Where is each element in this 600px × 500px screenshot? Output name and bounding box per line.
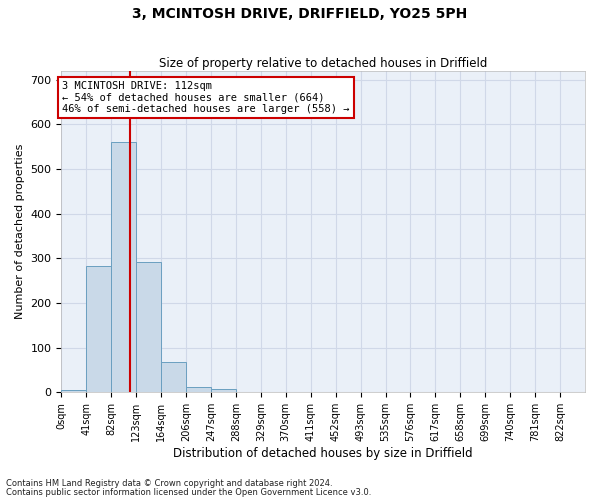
- Text: 3 MCINTOSH DRIVE: 112sqm
← 54% of detached houses are smaller (664)
46% of semi-: 3 MCINTOSH DRIVE: 112sqm ← 54% of detach…: [62, 81, 350, 114]
- Text: 3, MCINTOSH DRIVE, DRIFFIELD, YO25 5PH: 3, MCINTOSH DRIVE, DRIFFIELD, YO25 5PH: [133, 8, 467, 22]
- Bar: [61, 390, 86, 392]
- X-axis label: Distribution of detached houses by size in Driffield: Distribution of detached houses by size …: [173, 447, 473, 460]
- Y-axis label: Number of detached properties: Number of detached properties: [15, 144, 25, 319]
- Bar: [136, 262, 161, 392]
- Bar: [111, 142, 136, 393]
- Text: Contains public sector information licensed under the Open Government Licence v3: Contains public sector information licen…: [6, 488, 371, 497]
- Text: Contains HM Land Registry data © Crown copyright and database right 2024.: Contains HM Land Registry data © Crown c…: [6, 479, 332, 488]
- Bar: [211, 389, 236, 392]
- Title: Size of property relative to detached houses in Driffield: Size of property relative to detached ho…: [159, 56, 487, 70]
- Bar: [86, 266, 111, 392]
- Bar: [161, 362, 186, 392]
- Bar: [186, 387, 211, 392]
